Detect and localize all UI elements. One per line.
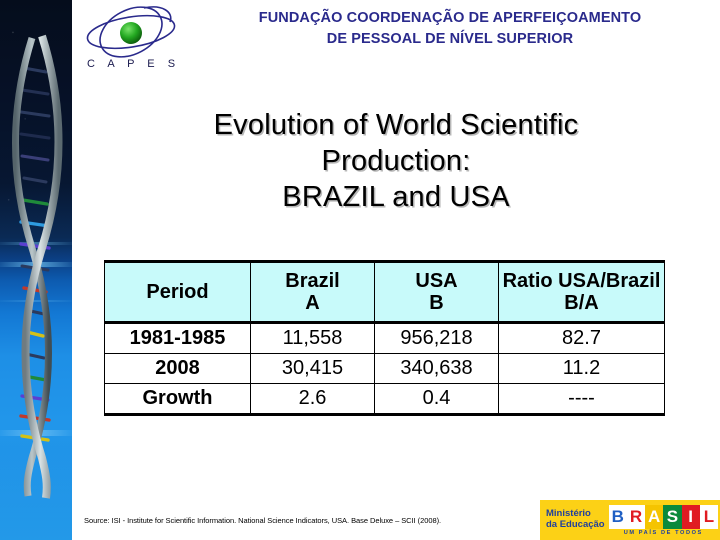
- source-note: Source: ISI - Institute for Scientific I…: [84, 516, 442, 525]
- column-header-ratio: Ratio USA/Brazil B/A: [498, 260, 665, 324]
- ministry-label: Ministério da Educação: [540, 500, 609, 540]
- sidebar-decoration: [0, 0, 72, 540]
- column-header-brazil-main: Brazil: [285, 269, 340, 292]
- cell-brazil: 2.6: [250, 383, 375, 416]
- column-header-period-main: Period: [146, 280, 209, 303]
- column-header-ratio-main: Ratio USA/Brazil: [502, 269, 661, 292]
- statistics-table: Period Brazil A USA B Ratio USA/Brazil B…: [104, 260, 665, 416]
- cell-brazil: 11,558: [250, 322, 375, 354]
- cell-period: Growth: [104, 383, 251, 416]
- cell-usa: 956,218: [374, 322, 499, 354]
- brasil-letter-r: R: [626, 504, 646, 529]
- slide-title-line-1: Evolution of World Scientific: [213, 109, 579, 141]
- organization-title: FUNDAÇÃO COORDENAÇÃO DE APERFEIÇOAMENTO …: [186, 8, 714, 49]
- brasil-letter-blocks: B R A S I L: [608, 504, 719, 529]
- column-header-brazil-sub: A: [305, 292, 320, 314]
- column-header-ratio-sub: B/A: [564, 292, 599, 314]
- brasil-letter-b: B: [608, 504, 627, 529]
- cell-ratio: 11.2: [498, 353, 665, 384]
- ministry-line-1: Ministério: [546, 508, 591, 520]
- brasil-brandmark: B R A S I L UM PAÍS DE TODOS: [608, 500, 720, 540]
- brasil-letter-l: L: [699, 504, 719, 529]
- brasil-tagline: UM PAÍS DE TODOS: [623, 529, 703, 536]
- cell-ratio: 82.7: [498, 322, 665, 354]
- ministry-line-2: da Educação: [546, 519, 605, 530]
- org-title-line-1: FUNDAÇÃO COORDENAÇÃO DE APERFEIÇOAMENTO: [258, 10, 642, 26]
- capes-orbit-icon: [86, 6, 176, 58]
- capes-logo: C A P E S: [78, 2, 184, 78]
- government-logo: Ministério da Educação B R A S I L UM PA…: [540, 500, 720, 540]
- slide-title-line-2: Production:: [321, 144, 471, 177]
- brasil-letter-s: S: [663, 504, 682, 529]
- column-header-usa: USA B: [374, 260, 499, 324]
- table-row: 2008 30,415 340,638 11.2: [104, 353, 665, 384]
- light-beam: [0, 300, 72, 302]
- light-beam: [0, 242, 72, 245]
- cell-usa: 0.4: [374, 383, 499, 416]
- brasil-letter-a: A: [645, 504, 664, 529]
- org-title-line-2: DE PESSOAL DE NÍVEL SUPERIOR: [326, 30, 574, 47]
- floor-glow: [0, 452, 72, 540]
- column-header-usa-main: USA: [415, 269, 458, 292]
- column-header-brazil: Brazil A: [250, 260, 375, 324]
- column-header-period: Period: [104, 260, 251, 324]
- table-header-row: Period Brazil A USA B Ratio USA/Brazil B…: [104, 260, 665, 324]
- page-title: Evolution of World Scientific Production…: [86, 108, 706, 216]
- table-row: 1981-1985 11,558 956,218 82.7: [104, 322, 665, 354]
- cell-ratio: ----: [498, 383, 665, 416]
- slide-title-line-3: BRAZIL and USA: [282, 180, 510, 213]
- column-header-usa-sub: B: [429, 292, 444, 314]
- cell-period: 1981-1985: [104, 322, 251, 354]
- cell-usa: 340,638: [374, 353, 499, 384]
- dna-helix-icon: [12, 34, 63, 499]
- cell-brazil: 30,415: [250, 353, 375, 384]
- brasil-letter-i: I: [681, 504, 700, 529]
- cell-period: 2008: [104, 353, 251, 384]
- table-row: Growth 2.6 0.4 ----: [104, 383, 665, 416]
- capes-wordmark: C A P E S: [86, 58, 181, 70]
